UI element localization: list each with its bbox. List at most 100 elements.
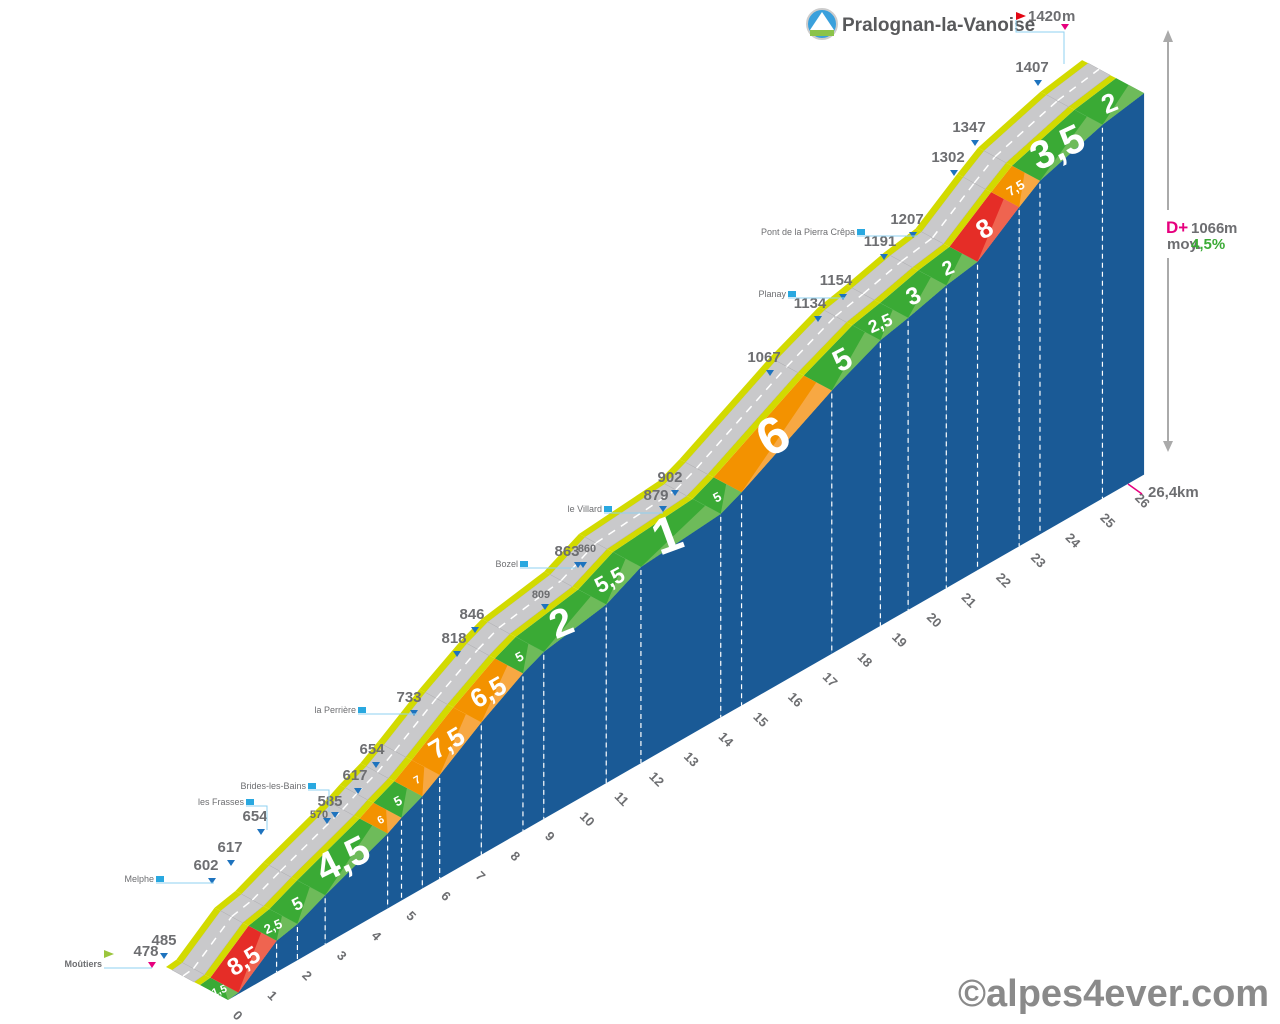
gradient-band-light bbox=[238, 932, 277, 993]
gradient-label: 6 bbox=[375, 814, 386, 827]
gain-label: D+ bbox=[1166, 218, 1188, 237]
elevation-marker-icon bbox=[1034, 80, 1042, 86]
road-edge bbox=[943, 189, 992, 247]
gradient-band-light bbox=[481, 665, 523, 723]
elevation-label: 1134 bbox=[794, 295, 827, 312]
place-leader-line bbox=[246, 805, 268, 830]
elevation-label: 902 bbox=[657, 469, 682, 486]
elevation-marker-icon bbox=[579, 562, 587, 568]
road-edge bbox=[846, 252, 891, 288]
distance-marker bbox=[1127, 483, 1143, 495]
road-centerline bbox=[786, 315, 836, 368]
road-centerline bbox=[931, 182, 975, 239]
wall-segment bbox=[977, 207, 1020, 571]
village-icon bbox=[358, 707, 366, 713]
road-edge bbox=[488, 633, 516, 659]
road-edge bbox=[572, 548, 613, 590]
elevation-marker-icon bbox=[160, 953, 168, 959]
wall-segment bbox=[297, 895, 326, 961]
elevation-marker-icon bbox=[880, 254, 888, 260]
place-label: Planay bbox=[758, 289, 786, 299]
summit-elevation: 1420 bbox=[1028, 8, 1061, 25]
road-edge bbox=[679, 357, 776, 463]
elevation-marker-icon bbox=[471, 627, 479, 633]
summit-leader-line bbox=[1015, 20, 1065, 64]
place-leader-line bbox=[308, 789, 330, 812]
start-flag-icon bbox=[104, 950, 114, 958]
wall-segment bbox=[481, 673, 523, 855]
summit-flag-icon bbox=[1016, 12, 1026, 20]
km-tick-label: 2 bbox=[299, 968, 315, 984]
elevation-label: 1191 bbox=[864, 233, 897, 250]
km-tick-label: 8 bbox=[507, 848, 523, 864]
road-edge bbox=[606, 495, 693, 552]
road-edge bbox=[985, 162, 1012, 193]
profile-top: 1,58,52,554,56577,56,5525,515652,53287,5… bbox=[166, 60, 1145, 1000]
gradient-band-light bbox=[1102, 84, 1145, 125]
km-tick-label: 22 bbox=[993, 570, 1014, 591]
elevation-label: 1407 bbox=[1015, 59, 1048, 76]
gradient-band bbox=[612, 498, 721, 567]
place-label: Bozel bbox=[495, 559, 518, 569]
village-icon bbox=[857, 229, 865, 235]
elevation-marker-icon bbox=[541, 604, 549, 610]
km-tick-label: 15 bbox=[750, 709, 771, 730]
km-tick-label: 14 bbox=[716, 729, 737, 750]
gradient-band-light bbox=[543, 596, 607, 652]
elevation-label: 846 bbox=[459, 606, 484, 623]
road-centerline bbox=[477, 627, 500, 650]
elevation-marker-icon bbox=[971, 140, 979, 146]
place-label: le Villard bbox=[568, 504, 602, 514]
wall-segment bbox=[228, 992, 239, 1000]
elevation-marker-icon bbox=[227, 860, 235, 866]
gradient-band-light bbox=[946, 253, 978, 286]
road-edge bbox=[194, 974, 211, 985]
elevation-marker-icon bbox=[372, 762, 380, 768]
road-centerline bbox=[231, 899, 253, 918]
road-centerline bbox=[973, 156, 996, 184]
road-centerline bbox=[376, 750, 396, 773]
road-edge bbox=[405, 704, 454, 761]
road-centerline bbox=[834, 293, 864, 317]
road-edge bbox=[214, 890, 242, 911]
road-centerline bbox=[695, 366, 788, 469]
road-centerline bbox=[498, 579, 562, 629]
village-icon bbox=[520, 561, 528, 567]
elevation-label: 585 bbox=[317, 793, 342, 810]
gradient-band-light bbox=[422, 766, 440, 797]
arrow-head-up-icon bbox=[1163, 30, 1173, 42]
km-tick-label: 25 bbox=[1097, 510, 1118, 531]
elevation-label: 863 bbox=[554, 543, 579, 560]
wall-segment bbox=[422, 775, 440, 889]
arrow-head-down-icon bbox=[1163, 441, 1173, 452]
elevation-marker-icon bbox=[331, 812, 339, 818]
place-label: Moûtiers bbox=[64, 959, 102, 969]
km-tick-label: 3 bbox=[334, 948, 350, 964]
gradient-band-light bbox=[880, 309, 909, 341]
road-centerline bbox=[675, 467, 698, 491]
profile-wall bbox=[228, 93, 1145, 1000]
km-tick-label: 18 bbox=[854, 649, 875, 670]
km-tick-label: 24 bbox=[1063, 530, 1084, 551]
elevation-label: 1347 bbox=[952, 119, 985, 136]
road-edge bbox=[447, 655, 495, 708]
elevation-marker-icon bbox=[453, 651, 461, 657]
gradient-band-light bbox=[1039, 116, 1103, 181]
road-edge bbox=[325, 784, 346, 804]
elevation-label: 879 bbox=[643, 487, 668, 504]
road-edge bbox=[846, 299, 881, 326]
village-icon bbox=[156, 876, 164, 882]
elevation-marker-icon bbox=[814, 316, 822, 322]
km-tick-label: 12 bbox=[646, 769, 667, 790]
road-edge bbox=[176, 907, 221, 963]
wall-segment bbox=[720, 492, 742, 718]
road-edge bbox=[797, 322, 853, 376]
road-edge bbox=[957, 147, 984, 178]
elevation-label: 1067 bbox=[747, 349, 780, 366]
km-tick-label: 23 bbox=[1028, 550, 1049, 571]
gradient-label: 7 bbox=[412, 774, 423, 787]
elevation-label: 485 bbox=[151, 932, 176, 949]
road-edge bbox=[204, 922, 249, 978]
elevation-label: 860 bbox=[578, 543, 596, 555]
elevation-label: 478 bbox=[133, 943, 158, 960]
